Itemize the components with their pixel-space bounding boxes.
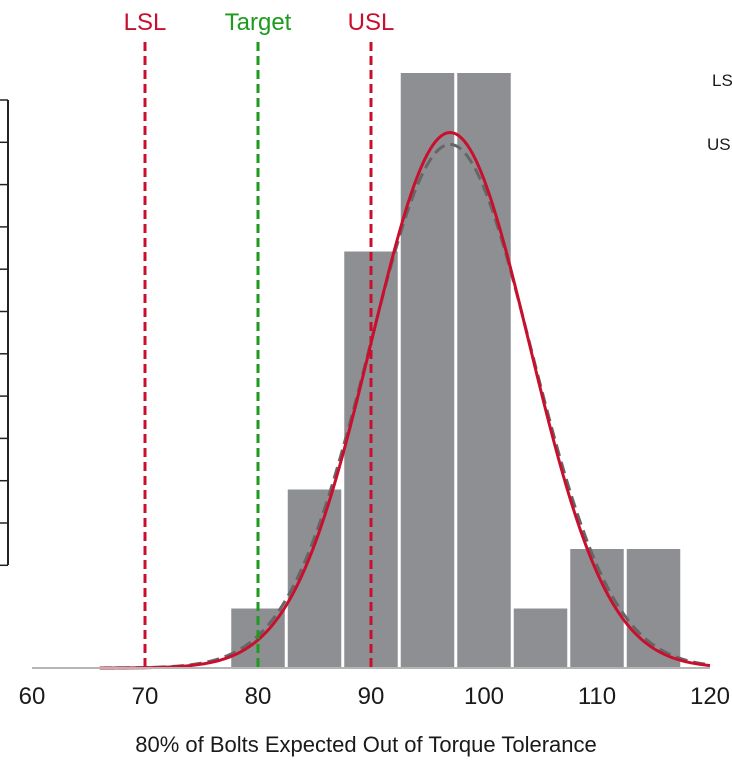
ref-label-usl: USL (348, 9, 395, 36)
histogram-bar (626, 549, 681, 668)
histogram-bar (344, 251, 398, 668)
reference-lines: LSL Target USL (124, 9, 395, 668)
ref-label-target: Target (225, 9, 292, 36)
left-table-edge (0, 99, 9, 567)
histogram-bar (400, 73, 455, 668)
fit-curves (99, 130, 711, 670)
x-tick-label: 120 (690, 683, 730, 710)
x-axis-title: 80% of Bolts Expected Out of Torque Tole… (135, 732, 596, 757)
side-label-usl: US (707, 135, 731, 154)
histogram-bars (231, 73, 681, 668)
x-tick-label: 80 (245, 683, 272, 710)
ref-label-lsl: LSL (124, 9, 167, 36)
x-tick-label: 100 (464, 683, 504, 710)
x-tick-label: 110 (578, 683, 616, 710)
x-tick-label: 60 (19, 683, 46, 710)
normal-fit-curve (99, 130, 711, 670)
side-label-lsl: LS (712, 71, 732, 90)
x-tick-label: 90 (358, 683, 385, 710)
histogram-bar (457, 73, 511, 668)
x-tick-labels: 60 70 80 90 100 110 120 (19, 683, 730, 710)
x-tick-label: 70 (132, 683, 159, 710)
histogram-bar (513, 608, 568, 668)
